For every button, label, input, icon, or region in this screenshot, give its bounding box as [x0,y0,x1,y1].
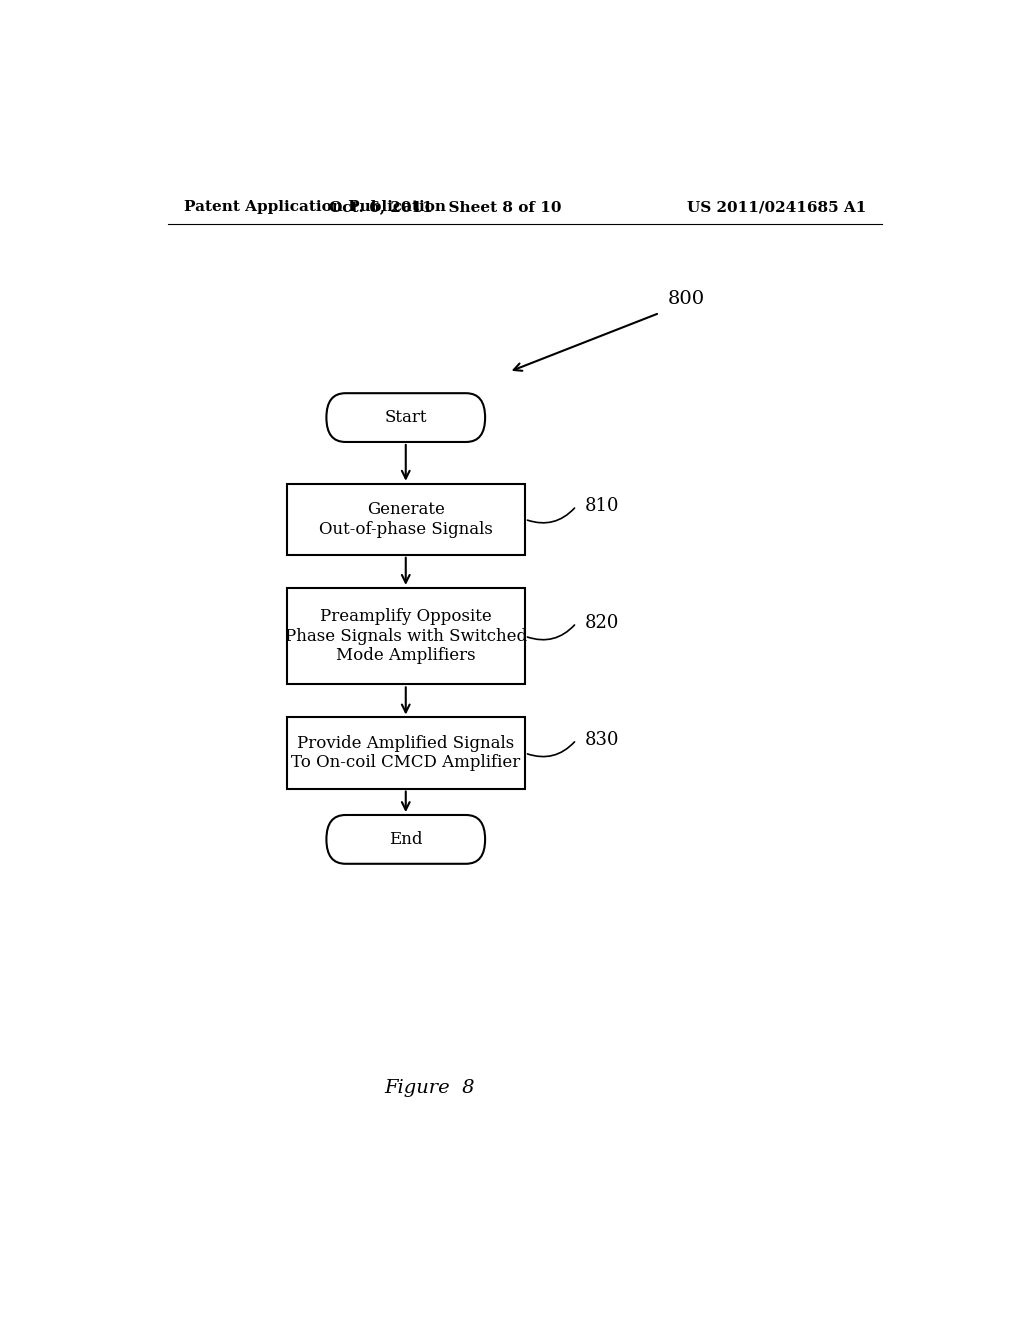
Text: Start: Start [384,409,427,426]
Bar [287,718,525,788]
Bar [287,483,525,554]
Text: Oct. 6, 2011   Sheet 8 of 10: Oct. 6, 2011 Sheet 8 of 10 [329,201,562,214]
Text: Preamplify Opposite
Phase Signals with Switched
Mode Amplifiers: Preamplify Opposite Phase Signals with S… [285,609,526,664]
Bar [287,587,525,684]
Text: Generate
Out-of-phase Signals: Generate Out-of-phase Signals [318,500,493,537]
Text: Figure  8: Figure 8 [384,1080,475,1097]
Text: 820: 820 [585,614,618,632]
Text: End: End [389,830,423,847]
Text: 830: 830 [585,731,618,748]
Text: US 2011/0241685 A1: US 2011/0241685 A1 [687,201,866,214]
Text: 810: 810 [585,498,618,515]
FancyBboxPatch shape [327,814,485,863]
Text: Patent Application Publication: Patent Application Publication [183,201,445,214]
Text: Provide Amplified Signals
To On-coil CMCD Amplifier: Provide Amplified Signals To On-coil CMC… [291,735,520,771]
FancyBboxPatch shape [327,393,485,442]
Text: 800: 800 [668,289,705,308]
